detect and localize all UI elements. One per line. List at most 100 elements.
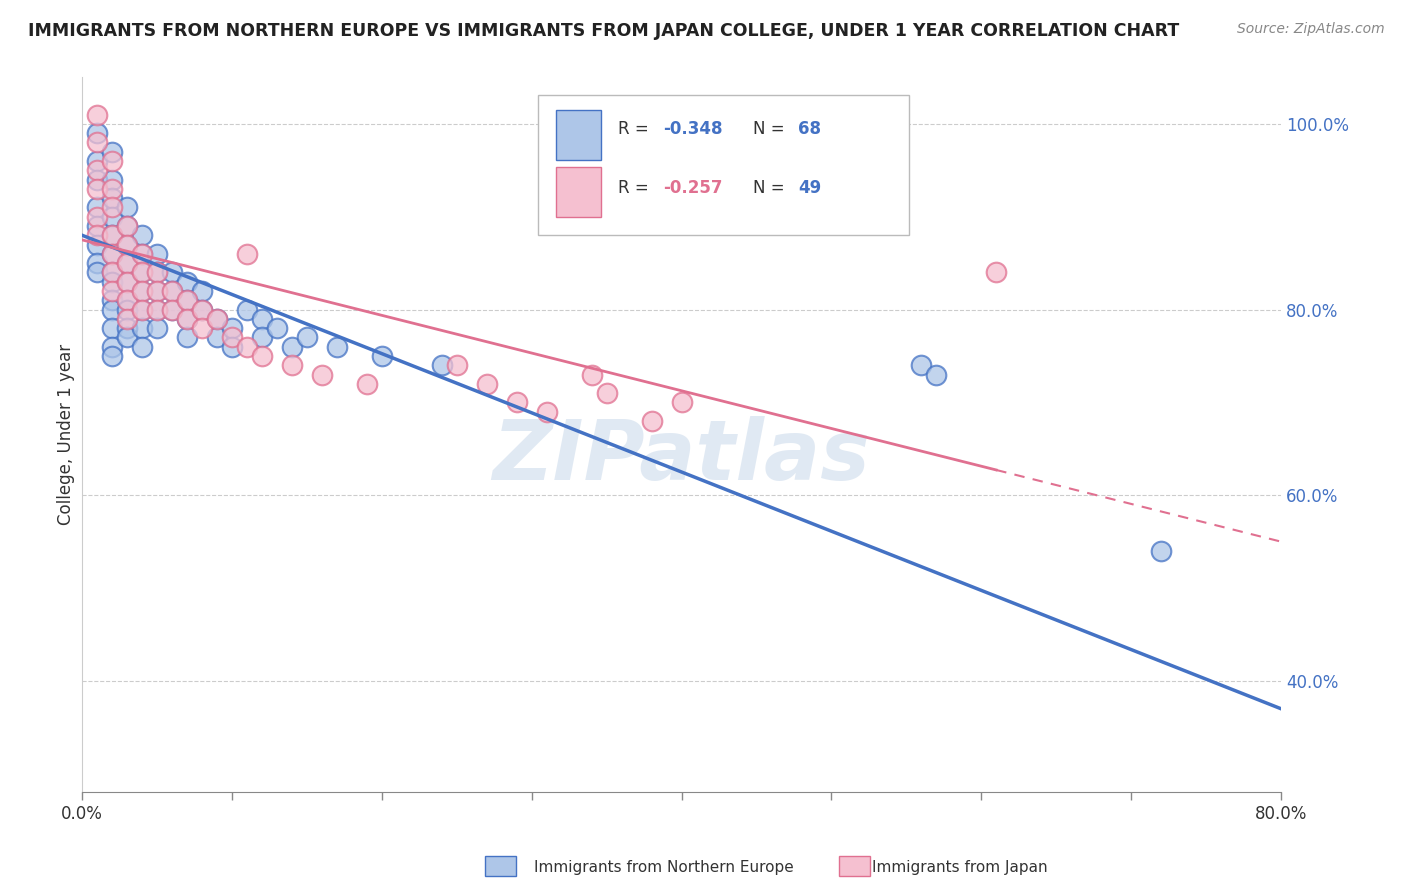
Point: [86, 237, 108, 252]
Point: [86, 182, 108, 196]
Point: [146, 265, 169, 279]
Text: R =: R =: [619, 179, 654, 197]
Point: [160, 284, 183, 298]
Point: [640, 414, 662, 428]
Point: [281, 358, 304, 372]
Text: 68: 68: [797, 120, 821, 138]
Point: [565, 126, 588, 140]
Text: -0.257: -0.257: [664, 179, 723, 197]
Point: [131, 228, 153, 243]
Point: [191, 302, 214, 317]
Point: [115, 293, 138, 308]
Point: [356, 376, 378, 391]
Point: [205, 311, 228, 326]
Point: [101, 182, 124, 196]
FancyBboxPatch shape: [555, 110, 602, 160]
Point: [86, 265, 108, 279]
Point: [115, 256, 138, 270]
Text: IMMIGRANTS FROM NORTHERN EUROPE VS IMMIGRANTS FROM JAPAN COLLEGE, UNDER 1 YEAR C: IMMIGRANTS FROM NORTHERN EUROPE VS IMMIG…: [28, 22, 1180, 40]
Point: [101, 265, 124, 279]
Point: [176, 293, 198, 308]
Point: [101, 349, 124, 363]
Point: [101, 275, 124, 289]
Point: [131, 284, 153, 298]
Point: [925, 368, 948, 382]
Point: [160, 265, 183, 279]
Point: [191, 284, 214, 298]
Point: [86, 201, 108, 215]
Text: Source: ZipAtlas.com: Source: ZipAtlas.com: [1237, 22, 1385, 37]
Point: [101, 247, 124, 261]
Point: [205, 330, 228, 344]
Point: [101, 153, 124, 168]
Text: Immigrants from Northern Europe: Immigrants from Northern Europe: [534, 860, 794, 874]
Point: [910, 358, 932, 372]
Point: [986, 265, 1008, 279]
Point: [86, 172, 108, 186]
Point: [221, 321, 243, 335]
Point: [86, 126, 108, 140]
Point: [176, 275, 198, 289]
Text: ZIPatlas: ZIPatlas: [492, 416, 870, 497]
Point: [131, 302, 153, 317]
Point: [115, 293, 138, 308]
Point: [86, 228, 108, 243]
Point: [250, 349, 273, 363]
Point: [86, 153, 108, 168]
Point: [160, 302, 183, 317]
Point: [101, 340, 124, 354]
Point: [505, 395, 527, 409]
Point: [221, 330, 243, 344]
Point: [115, 237, 138, 252]
Point: [115, 321, 138, 335]
Point: [101, 191, 124, 205]
Point: [131, 247, 153, 261]
Point: [101, 172, 124, 186]
Point: [160, 302, 183, 317]
Point: [86, 256, 108, 270]
Point: [101, 228, 124, 243]
Point: [146, 302, 169, 317]
Point: [266, 321, 288, 335]
Point: [176, 311, 198, 326]
Point: [101, 265, 124, 279]
Text: R =: R =: [619, 120, 654, 138]
Point: [101, 321, 124, 335]
Point: [115, 311, 138, 326]
Point: [86, 219, 108, 233]
Y-axis label: College, Under 1 year: College, Under 1 year: [58, 344, 75, 525]
Point: [446, 358, 468, 372]
Point: [86, 210, 108, 224]
Point: [205, 311, 228, 326]
Point: [115, 237, 138, 252]
Point: [146, 284, 169, 298]
Point: [131, 284, 153, 298]
Text: 49: 49: [797, 179, 821, 197]
Point: [281, 340, 304, 354]
Point: [236, 247, 259, 261]
Text: Immigrants from Japan: Immigrants from Japan: [872, 860, 1047, 874]
Point: [1150, 544, 1173, 558]
Point: [250, 311, 273, 326]
Text: N =: N =: [754, 179, 790, 197]
Point: [191, 302, 214, 317]
Point: [371, 349, 394, 363]
Text: -0.348: -0.348: [664, 120, 723, 138]
Point: [131, 340, 153, 354]
Point: [86, 136, 108, 150]
Point: [595, 386, 617, 401]
Point: [146, 302, 169, 317]
Point: [101, 210, 124, 224]
Point: [146, 265, 169, 279]
Point: [115, 330, 138, 344]
FancyBboxPatch shape: [555, 167, 602, 217]
Point: [581, 368, 603, 382]
Point: [131, 302, 153, 317]
Point: [671, 395, 693, 409]
Point: [115, 256, 138, 270]
Point: [191, 321, 214, 335]
Point: [131, 265, 153, 279]
Point: [236, 302, 259, 317]
Point: [101, 145, 124, 159]
Point: [146, 247, 169, 261]
